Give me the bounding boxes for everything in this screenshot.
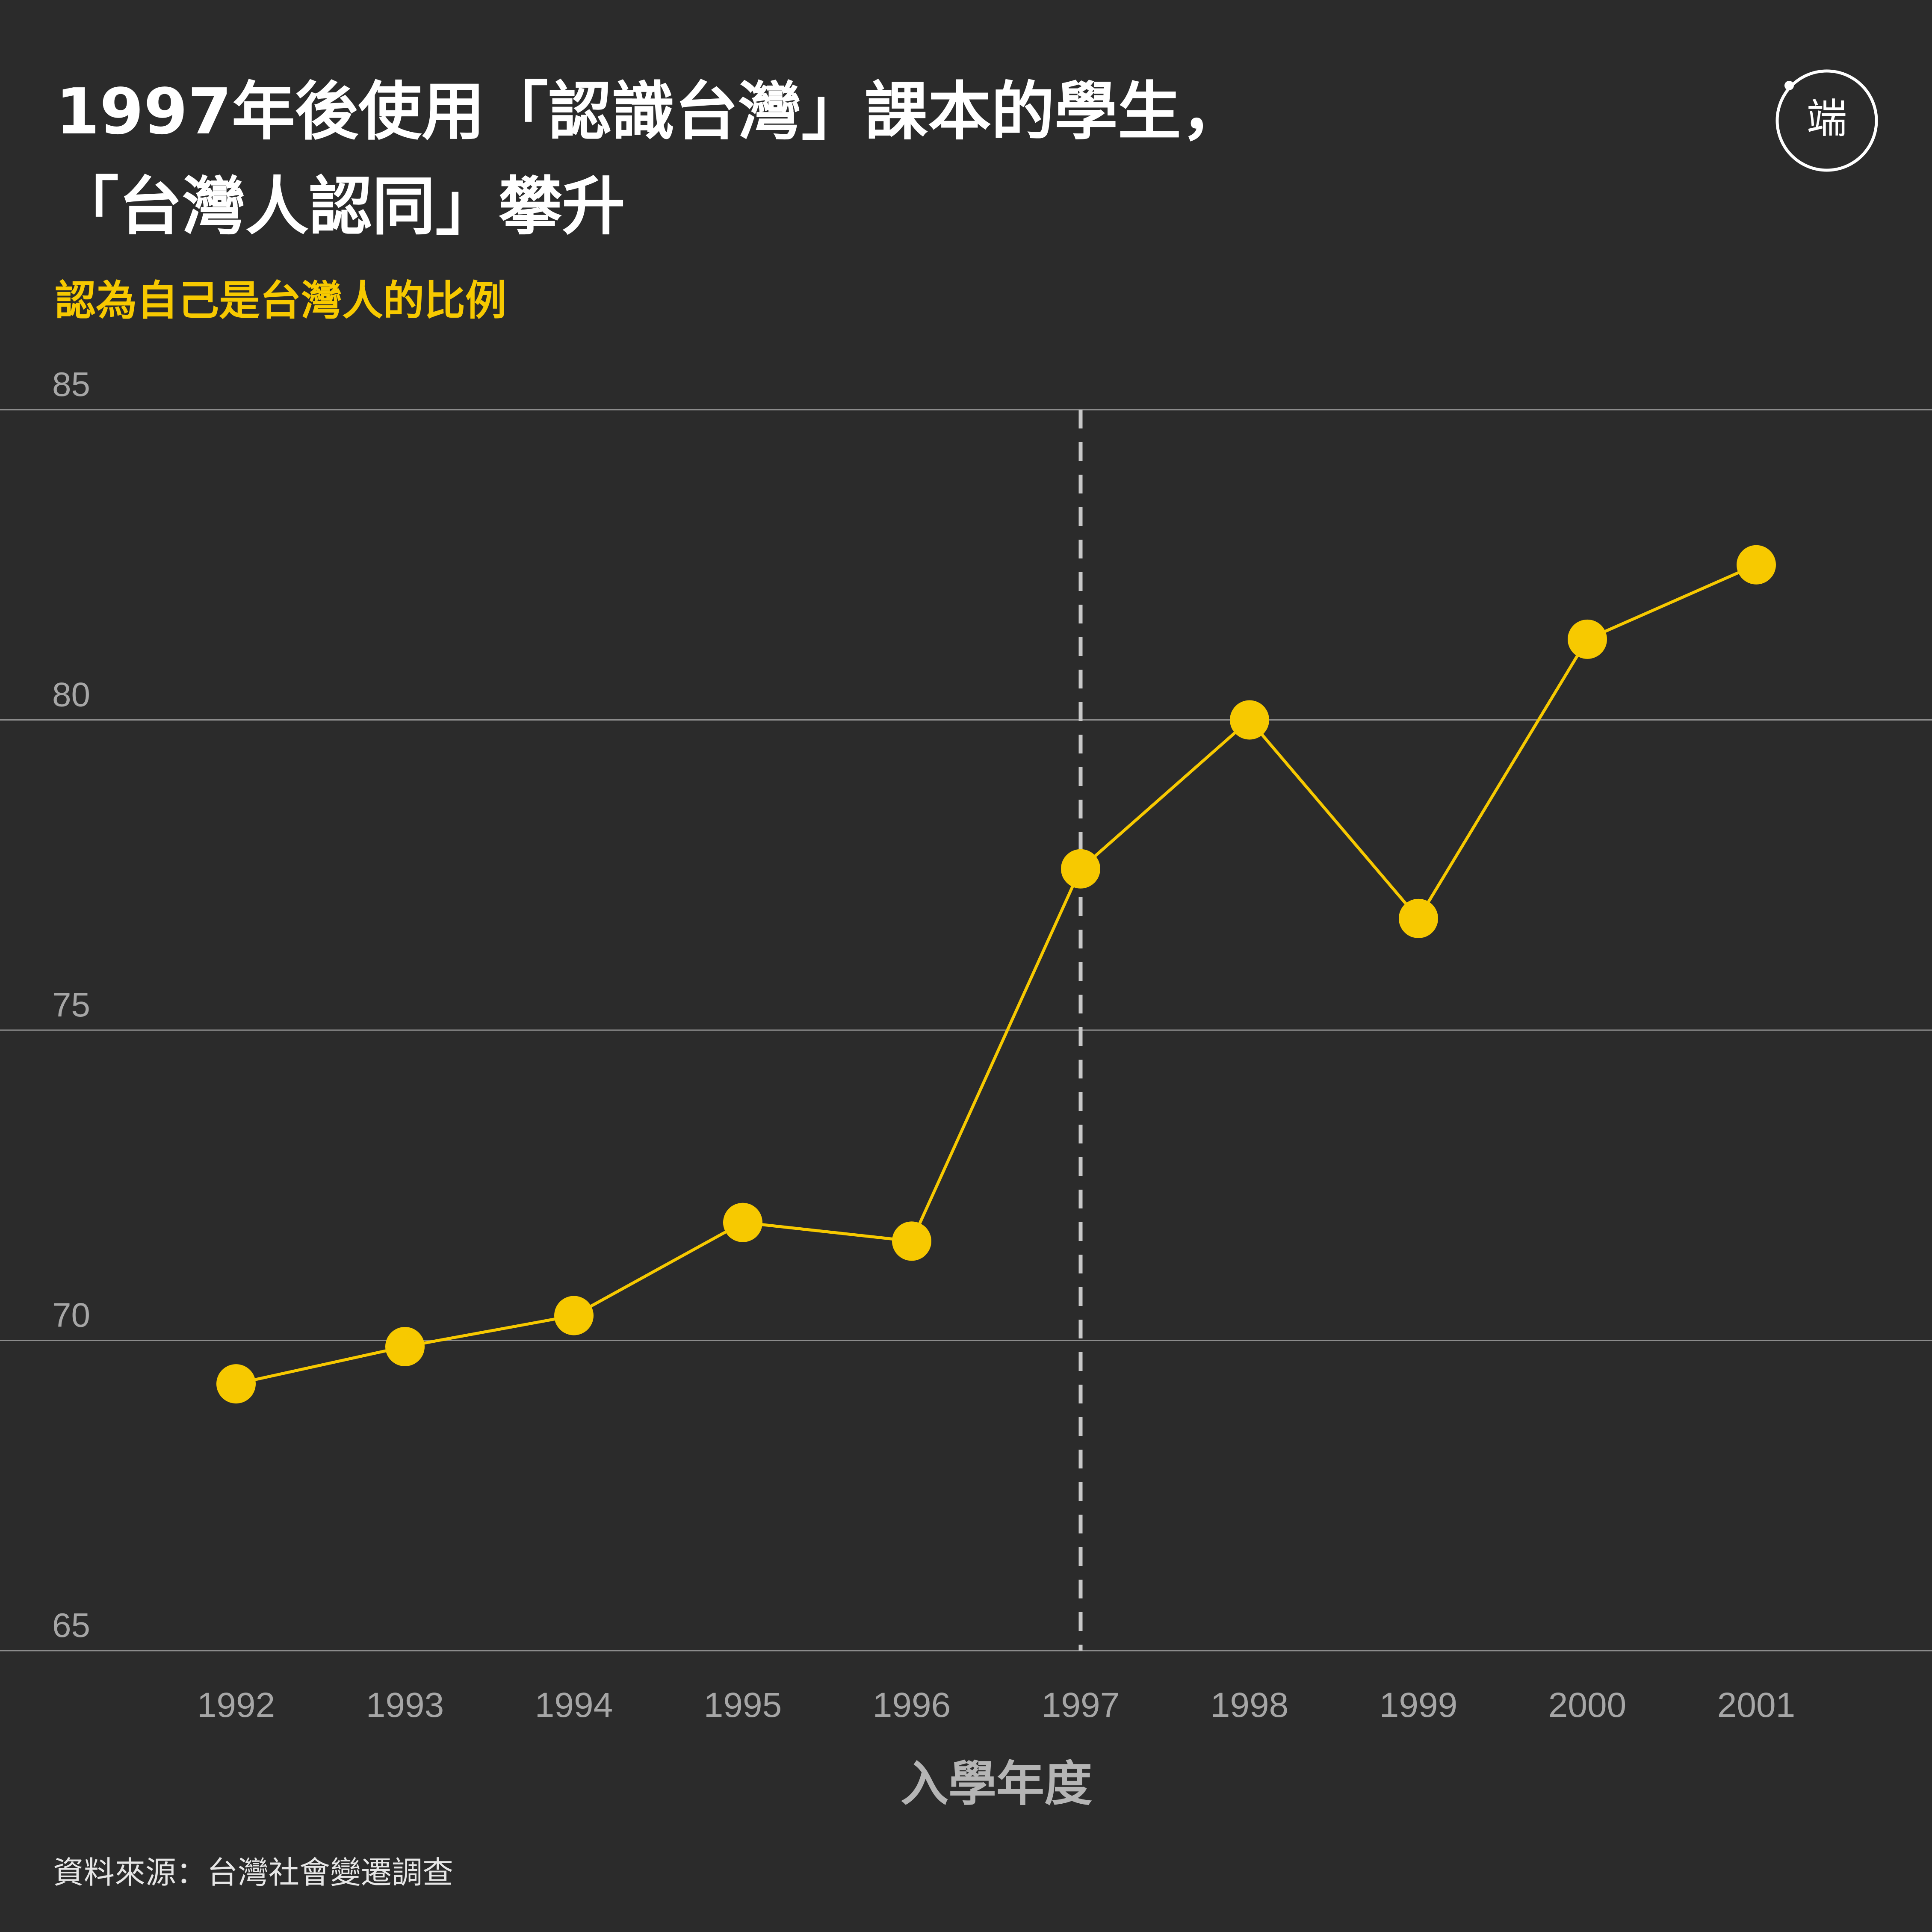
chart-title-line-2: 「台灣人認同」攀升 [56,170,625,243]
source-note: 資料來源：台灣社會變遷調查 [53,1855,454,1891]
x-tick-label-1999: 1999 [1380,1686,1457,1725]
y-tick-label-80: 80 [52,676,90,714]
x-tick-label-2000: 2000 [1548,1686,1626,1725]
data-point-1997 [1061,849,1100,889]
y-tick-label-65: 65 [52,1606,90,1644]
data-point-1999 [1399,898,1438,938]
y-tick-label-70: 70 [52,1296,90,1334]
logo-dot [1784,81,1794,90]
series-line-0 [236,563,1757,1385]
x-tick-label-1993: 1993 [366,1686,444,1725]
data-point-1994 [554,1296,594,1335]
data-point-1993 [385,1327,425,1367]
y-tick-label-75: 75 [52,986,90,1024]
data-point-1992 [216,1364,256,1404]
initium-media-logo-icon: 端 [1775,69,1878,172]
x-tick-label-1992: 1992 [197,1686,275,1725]
chart-title-line-1: 1997年後使用「認識台灣」課本的學生， [56,75,1244,148]
series-layer [216,545,1776,1404]
chart-title: 1997年後使用「認識台灣」課本的學生， 「台灣人認同」攀升 [56,64,1244,254]
logo-circle [1775,69,1878,172]
x-tick-label-2001: 2001 [1717,1686,1795,1725]
x-tick-label-1998: 1998 [1211,1686,1288,1725]
data-point-2001 [1737,545,1776,585]
logo-glyph: 端 [1806,95,1847,142]
y-tick-label-85: 85 [52,365,90,403]
x-tick-label-1995: 1995 [704,1686,782,1725]
x-tick-label-1994: 1994 [535,1686,613,1725]
data-point-1996 [892,1221,931,1261]
x-axis-ticks: 1992 1993 1994 1995 1996 1997 1998 1999 2000 2001 [197,1686,1795,1725]
x-tick-label-1997: 1997 [1042,1686,1120,1725]
grid-layer: 85 80 75 70 65 [0,365,1932,1651]
data-point-1998 [1230,700,1269,740]
data-point-1995 [723,1202,762,1242]
chart-subtitle: 認為自己是台灣人的比例 [55,277,506,325]
data-point-2000 [1568,619,1607,659]
x-tick-label-1996: 1996 [873,1686,951,1725]
x-axis-label: 入學年度 [901,1756,1092,1812]
